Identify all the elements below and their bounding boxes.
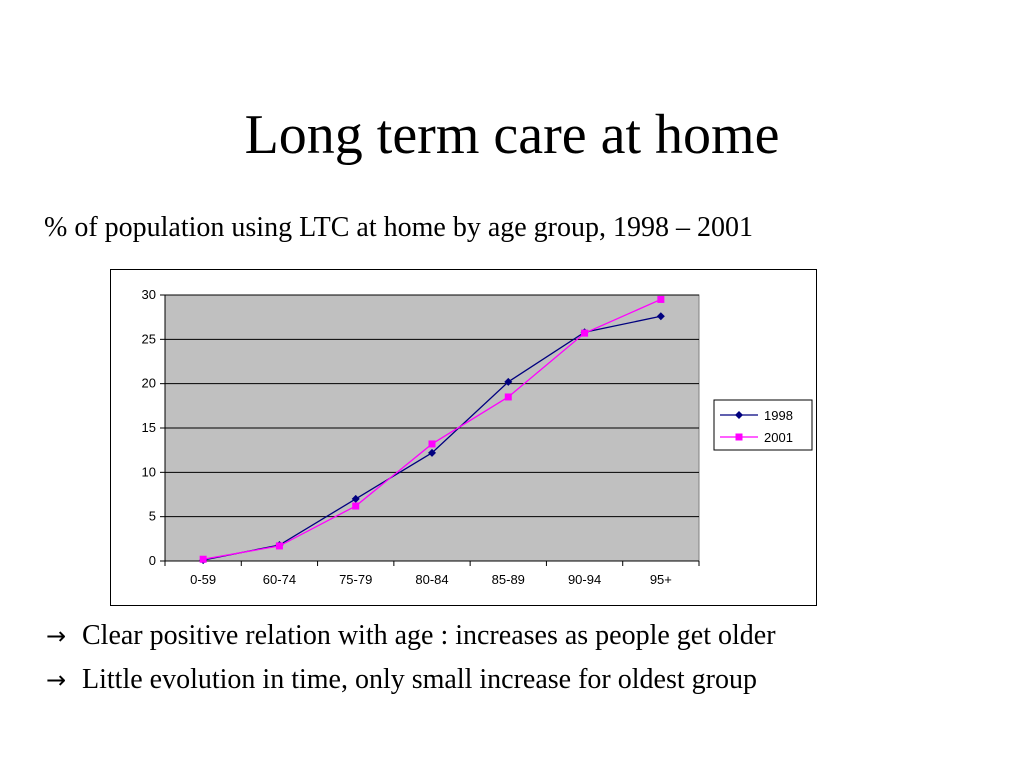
legend-marker-2001 bbox=[735, 433, 743, 441]
y-tick-label: 30 bbox=[142, 287, 156, 302]
y-tick-label: 20 bbox=[142, 376, 156, 391]
legend-marker-1998 bbox=[735, 411, 743, 419]
x-tick-label: 95+ bbox=[650, 572, 672, 587]
y-tick-label: 25 bbox=[142, 331, 156, 346]
data-point-2001 bbox=[275, 542, 283, 550]
y-tick-label: 10 bbox=[142, 464, 156, 479]
bullet-item: → Clear positive relation with age : incr… bbox=[46, 619, 776, 653]
x-tick-label: 80-84 bbox=[415, 572, 448, 587]
legend bbox=[713, 399, 813, 451]
arrow-right-icon: → bbox=[46, 622, 67, 650]
arrow-right-icon: → bbox=[46, 666, 67, 694]
y-tick-label: 15 bbox=[142, 420, 156, 435]
slide-title: Long term care at home bbox=[244, 104, 780, 166]
x-tick-label: 60-74 bbox=[263, 572, 296, 587]
data-point-2001 bbox=[581, 329, 589, 337]
data-point-2001 bbox=[428, 440, 436, 448]
x-tick-label: 90-94 bbox=[568, 572, 601, 587]
y-tick-label: 5 bbox=[149, 509, 156, 524]
line-chart: 0 5 10 15 20 25 30 0-59 60-74 75-79 80-84 85-89 90-9… bbox=[142, 287, 813, 587]
legend-label-2001: 2001 bbox=[764, 430, 793, 445]
data-point-1998 bbox=[351, 494, 360, 503]
bullet-text: Clear positive relation with age : incre… bbox=[82, 620, 776, 651]
data-point-1998 bbox=[656, 312, 665, 321]
data-point-2001 bbox=[504, 393, 512, 401]
y-tick-label: 0 bbox=[149, 553, 156, 568]
data-point-2001 bbox=[352, 502, 360, 510]
x-tick-label: 0-59 bbox=[190, 572, 216, 587]
data-point-2001 bbox=[657, 295, 665, 303]
bullet-text: Little evolution in time, only small inc… bbox=[82, 664, 757, 695]
data-point-1998 bbox=[428, 448, 436, 457]
data-point-1998 bbox=[504, 377, 513, 386]
chart-subtitle: % of population using LTC at home by age… bbox=[44, 212, 753, 243]
x-tick-label: 75-79 bbox=[339, 572, 372, 587]
x-tick-label: 85-89 bbox=[492, 572, 525, 587]
data-point-2001 bbox=[199, 555, 207, 563]
bullet-item: → Little evolution in time, only small in… bbox=[46, 663, 757, 697]
legend-label-1998: 1998 bbox=[764, 408, 793, 423]
chart-container: 0 5 10 15 20 25 30 0-59 60-74 75-79 80-84 85-89 90-9… bbox=[110, 269, 817, 606]
